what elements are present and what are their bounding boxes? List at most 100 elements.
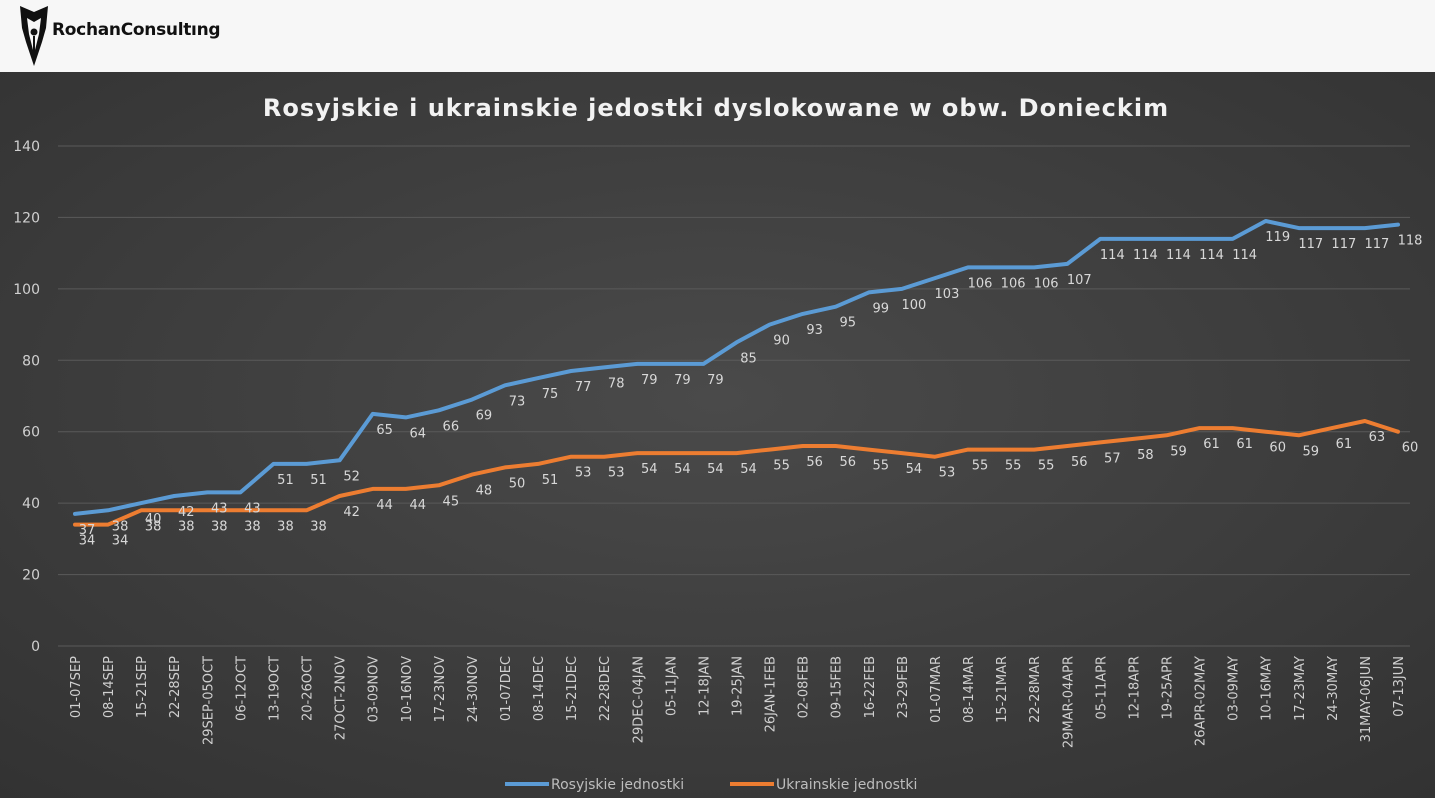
y-tick-label: 60 [22, 425, 40, 441]
x-tick-label: 15-21MAR [995, 656, 1010, 723]
x-tick-label: 23-29FEB [896, 656, 911, 718]
data-label: 55 [873, 459, 890, 474]
data-label: 55 [972, 459, 989, 474]
data-label: 65 [376, 423, 393, 438]
x-tick-label: 24-30MAY [1326, 656, 1341, 721]
data-label: 54 [641, 462, 658, 477]
x-tick-label: 22-28MAR [1028, 656, 1043, 723]
data-label: 114 [1199, 248, 1224, 263]
data-label: 75 [542, 387, 559, 402]
data-label: 106 [1034, 276, 1059, 291]
data-label: 59 [1170, 444, 1187, 459]
data-label: 61 [1203, 437, 1220, 452]
series-line-ukrainian [73, 419, 1400, 527]
data-label: 114 [1166, 248, 1191, 263]
x-tick-label: 07-13JUN [1392, 656, 1407, 717]
x-tick-label: 01-07MAR [929, 656, 944, 723]
y-tick-label: 40 [22, 496, 40, 512]
x-axis: 01-07SEP 08-14SEP 15-21SEP 22-28SEP 29SEP-05… [69, 656, 1407, 748]
x-tick-label: 08-14DEC [532, 656, 547, 721]
data-label: 100 [901, 298, 926, 313]
data-label: 43 [244, 501, 261, 516]
header-bar: RochanConsultıng [0, 0, 1435, 72]
legend-label: Rosyjskie jednostki [551, 777, 684, 793]
data-label: 38 [310, 519, 327, 534]
data-label: 55 [773, 459, 790, 474]
data-label: 106 [968, 276, 993, 291]
x-tick-label: 08-14SEP [102, 656, 117, 718]
x-tick-label: 17-23NOV [433, 656, 448, 723]
x-tick-label: 03-09MAY [1227, 656, 1242, 721]
chart-container: Rosyjskie i ukrainskie jedostki dyslokow… [0, 72, 1435, 798]
data-label: 38 [145, 519, 162, 534]
data-label: 60 [1269, 441, 1286, 456]
x-tick-label: 08-14MAR [962, 656, 977, 723]
data-label: 54 [740, 462, 757, 477]
data-label: 38 [178, 519, 195, 534]
x-tick-label: 09-15FEB [830, 656, 845, 718]
data-label: 99 [873, 301, 890, 316]
data-label: 45 [443, 494, 460, 509]
x-tick-label: 01-07DEC [499, 656, 514, 721]
x-tick-label: 13-19OCT [267, 656, 282, 721]
data-label: 118 [1398, 234, 1423, 249]
x-tick-label: 29SEP-05OCT [201, 656, 216, 745]
data-label: 61 [1236, 437, 1253, 452]
x-tick-label: 06-12OCT [234, 656, 249, 721]
data-label: 79 [707, 373, 724, 388]
x-tick-label: 22-28DEC [598, 656, 613, 721]
data-label: 43 [211, 501, 228, 516]
chart-title: Rosyjskie i ukrainskie jedostki dyslokow… [263, 94, 1169, 122]
x-tick-label: 15-21SEP [135, 656, 150, 718]
data-label: 54 [707, 462, 724, 477]
data-label: 54 [674, 462, 691, 477]
data-label: 106 [1001, 276, 1026, 291]
data-label: 93 [806, 323, 823, 338]
pen-nib-logo-icon [20, 6, 48, 66]
x-tick-label: 20-26OCT [301, 656, 316, 721]
x-tick-label: 27OCT-2NOV [334, 656, 349, 740]
x-tick-label: 31MAY-06JUN [1359, 656, 1374, 742]
x-tick-label: 05-11APR [1094, 656, 1109, 720]
data-label: 77 [575, 380, 592, 395]
data-label: 114 [1133, 248, 1158, 263]
data-label: 61 [1336, 437, 1353, 452]
series-lines [73, 219, 1400, 527]
data-label: 79 [641, 373, 658, 388]
x-tick-label: 22-28SEP [168, 656, 183, 718]
brand-name: RochanConsultıng [52, 20, 221, 40]
x-tick-label: 26JAN-1FEB [764, 656, 779, 732]
data-label: 44 [376, 498, 393, 513]
x-tick-label: 29MAR-04APR [1061, 656, 1076, 748]
data-label: 51 [542, 473, 559, 488]
y-tick-label: 20 [22, 568, 40, 584]
data-label: 117 [1298, 237, 1323, 252]
y-tick-label: 100 [13, 282, 40, 298]
data-label: 54 [906, 462, 923, 477]
y-tick-label: 80 [22, 353, 40, 369]
data-label: 59 [1303, 444, 1320, 459]
y-tick-label: 0 [31, 639, 40, 655]
data-label: 56 [839, 455, 856, 470]
data-label: 56 [806, 455, 823, 470]
gridlines [58, 145, 1410, 647]
x-tick-label: 10-16NOV [400, 656, 415, 723]
x-tick-label: 24-30NOV [466, 656, 481, 723]
data-label: 51 [277, 473, 294, 488]
x-tick-label: 17-23MAY [1293, 656, 1308, 721]
data-label: 34 [112, 534, 129, 549]
x-tick-label: 19-25JAN [731, 656, 746, 716]
data-label: 44 [409, 498, 426, 513]
data-label: 114 [1232, 248, 1257, 263]
data-label: 50 [509, 476, 526, 491]
data-label: 60 [1402, 441, 1419, 456]
data-label: 58 [1137, 448, 1154, 463]
data-label: 63 [1369, 430, 1386, 445]
data-label: 56 [1071, 455, 1088, 470]
data-label: 78 [608, 376, 625, 391]
data-label: 117 [1365, 237, 1390, 252]
data-label: 34 [79, 534, 96, 549]
data-label: 38 [112, 519, 129, 534]
x-tick-label: 29DEC-04JAN [631, 656, 646, 743]
